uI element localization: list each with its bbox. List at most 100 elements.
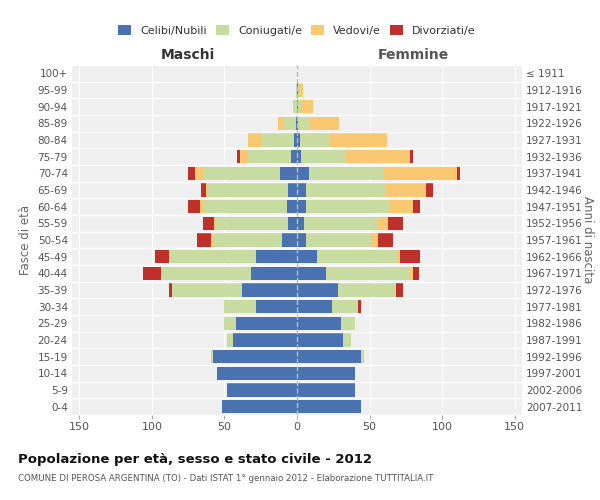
Bar <box>262 134 294 146</box>
Bar <box>278 116 284 130</box>
Bar <box>388 216 403 230</box>
Bar <box>297 250 317 264</box>
Bar <box>200 200 203 213</box>
Text: COMUNE DI PEROSA ARGENTINA (TO) - Dati ISTAT 1° gennaio 2012 - Elaborazione TUTT: COMUNE DI PEROSA ARGENTINA (TO) - Dati I… <box>18 474 433 483</box>
Bar <box>384 166 457 180</box>
Bar <box>201 184 206 196</box>
Bar <box>326 266 410 280</box>
Bar <box>297 134 300 146</box>
Bar <box>155 250 169 264</box>
Bar <box>293 100 294 114</box>
Bar <box>371 234 378 246</box>
Bar <box>211 234 213 246</box>
Bar <box>143 266 161 280</box>
Bar <box>297 334 343 346</box>
Bar <box>377 216 388 230</box>
Bar <box>256 250 297 264</box>
Bar <box>341 316 355 330</box>
Bar <box>242 284 297 296</box>
Text: Femmine: Femmine <box>377 48 449 62</box>
Bar <box>400 250 421 264</box>
Bar <box>300 134 329 146</box>
Bar <box>211 350 213 364</box>
Bar <box>214 216 216 230</box>
Bar <box>297 284 338 296</box>
Bar <box>248 134 262 146</box>
Bar <box>297 400 361 413</box>
Bar <box>224 300 256 314</box>
Bar <box>169 250 256 264</box>
Bar <box>396 284 403 296</box>
Bar <box>345 150 410 164</box>
Bar <box>338 284 396 296</box>
Bar <box>188 200 200 213</box>
Bar <box>332 300 358 314</box>
Bar <box>297 316 341 330</box>
Bar <box>378 234 393 246</box>
Bar <box>386 184 426 196</box>
Bar <box>294 100 297 114</box>
Bar <box>297 116 298 130</box>
Bar <box>297 266 326 280</box>
Bar <box>297 234 306 246</box>
Bar <box>300 84 303 96</box>
Bar <box>203 200 287 213</box>
Bar <box>213 234 283 246</box>
Bar <box>227 384 297 396</box>
Bar <box>188 166 196 180</box>
Bar <box>310 116 339 130</box>
Bar <box>297 100 298 114</box>
Bar <box>294 134 297 146</box>
Bar <box>233 334 297 346</box>
Bar <box>297 350 361 364</box>
Bar <box>172 284 242 296</box>
Bar <box>236 316 297 330</box>
Bar <box>308 166 384 180</box>
Bar <box>221 400 297 413</box>
Bar <box>197 234 211 246</box>
Bar <box>224 316 236 330</box>
Y-axis label: Anni di nascita: Anni di nascita <box>581 196 594 284</box>
Bar <box>297 200 306 213</box>
Bar <box>361 350 364 364</box>
Bar <box>358 300 361 314</box>
Bar <box>410 266 413 280</box>
Bar <box>397 250 400 264</box>
Bar <box>297 84 298 96</box>
Bar <box>301 150 345 164</box>
Bar <box>203 216 214 230</box>
Bar <box>298 100 301 114</box>
Text: Maschi: Maschi <box>161 48 215 62</box>
Bar <box>227 334 233 346</box>
Bar <box>297 216 304 230</box>
Bar <box>248 150 291 164</box>
Bar <box>291 150 297 164</box>
Y-axis label: Fasce di età: Fasce di età <box>19 205 32 275</box>
Bar <box>287 200 297 213</box>
Bar <box>297 184 306 196</box>
Bar <box>426 184 433 196</box>
Bar <box>306 234 371 246</box>
Bar <box>304 216 377 230</box>
Bar <box>298 116 310 130</box>
Bar <box>288 216 297 230</box>
Bar <box>288 184 297 196</box>
Bar <box>251 266 297 280</box>
Bar <box>343 334 351 346</box>
Bar <box>457 166 460 180</box>
Bar <box>208 184 288 196</box>
Bar <box>317 250 397 264</box>
Bar <box>216 216 288 230</box>
Bar <box>297 150 301 164</box>
Bar <box>301 100 313 114</box>
Bar <box>280 166 297 180</box>
Bar <box>296 84 297 96</box>
Bar <box>297 366 355 380</box>
Bar <box>297 300 332 314</box>
Legend: Celibi/Nubili, Coniugati/e, Vedovi/e, Divorziati/e: Celibi/Nubili, Coniugati/e, Vedovi/e, Di… <box>118 25 476 36</box>
Bar <box>217 366 297 380</box>
Bar <box>284 116 296 130</box>
Bar <box>296 116 297 130</box>
Bar <box>390 200 413 213</box>
Bar <box>256 300 297 314</box>
